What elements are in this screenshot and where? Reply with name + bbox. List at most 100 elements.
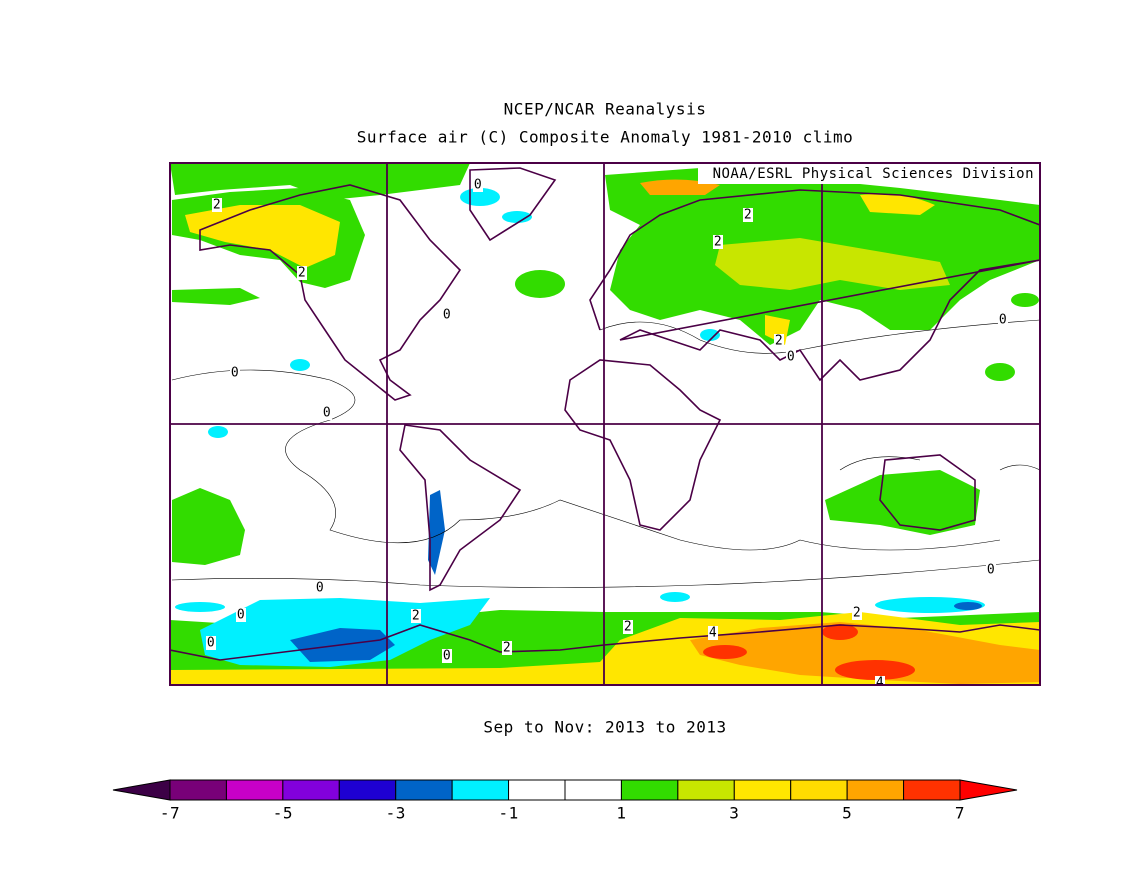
anomaly-area [175, 602, 225, 612]
contour-label: 2 [853, 606, 861, 621]
anomaly-area [660, 592, 690, 602]
coastline [589, 189, 1040, 382]
contour-label: 2 [714, 235, 722, 250]
title: NCEP/NCAR Reanalysis [504, 100, 707, 119]
colorbar-tick-label: -7 [160, 804, 180, 823]
contour-label: 0 [237, 608, 245, 623]
contour-label: 0 [316, 581, 324, 596]
contour-label-bg [236, 608, 246, 622]
coastline [199, 184, 462, 401]
contour-label: 0 [207, 636, 215, 651]
anomaly-area [515, 270, 565, 298]
anomaly-area [703, 645, 747, 659]
contour-label: 2 [213, 198, 221, 213]
subtitle: Surface air (C) Composite Anomaly 1981-2… [357, 128, 854, 147]
anomaly-area [875, 597, 985, 613]
contour-label-bg [708, 626, 718, 640]
anomaly-area [170, 163, 470, 200]
colorbar-box [338, 779, 397, 801]
contour-label-bg [230, 366, 240, 380]
contour-label-bg [623, 620, 633, 634]
contour-label-bg [875, 676, 885, 685]
colorbar-box [282, 779, 340, 801]
anomaly-area [860, 193, 935, 215]
contour-label: 4 [709, 626, 717, 641]
contour-label-bg [998, 313, 1008, 327]
coastline [564, 359, 722, 531]
contour-label-bg [774, 334, 784, 348]
contour-label: 0 [787, 350, 795, 365]
contour-label-bg [473, 178, 483, 192]
contour-label: 2 [775, 334, 783, 349]
colorbar-box [564, 779, 622, 801]
contour-label: 0 [474, 178, 482, 193]
colorbar-tick-label: 5 [842, 804, 852, 823]
anomaly-area [700, 329, 720, 341]
contour-label-bg [206, 636, 216, 650]
anomaly-area [1011, 293, 1039, 307]
coastline [399, 424, 522, 592]
contour-label-bg [852, 606, 862, 620]
colorbar-tick-label: 7 [955, 804, 965, 823]
colorbar-tick-label: -5 [273, 804, 293, 823]
credit: NOAA/ESRL Physical Sciences Division [713, 166, 1034, 182]
contour-label: 0 [323, 406, 331, 421]
map-grid [170, 163, 1040, 685]
anomaly-area [825, 470, 980, 535]
anomaly-area [502, 211, 532, 223]
contour-label: 4 [876, 676, 884, 691]
colorbar-box [169, 779, 227, 801]
colorbar-tick-label: -3 [386, 804, 406, 823]
coastline [879, 454, 976, 531]
colorbar-box [733, 779, 792, 801]
contour-label-bg [786, 350, 796, 364]
anomaly-area [822, 624, 858, 640]
contour-label: 2 [412, 609, 420, 624]
contour-label-bg [411, 609, 421, 623]
contour-label-bg [986, 563, 996, 577]
contour-label-bg [297, 266, 307, 280]
contour-label-bg [315, 581, 325, 595]
contour-label: 0 [443, 308, 451, 323]
contour-label: 2 [298, 266, 306, 281]
contour [171, 559, 1040, 588]
colorbar-box [451, 779, 510, 801]
colorbar-box [790, 779, 848, 801]
contour-label: 0 [987, 563, 995, 578]
colorbar-box [395, 779, 453, 801]
colorbar-tick-label: 1 [616, 804, 626, 823]
map-frame [169, 162, 1041, 686]
anomaly-area [208, 426, 228, 438]
colorbar: -7 -5 -3 -1 1 3 5 7 [112, 779, 1018, 823]
colorbar-extend-low [112, 779, 171, 801]
anomaly-area [428, 490, 445, 575]
contour-label-bg [442, 308, 452, 322]
anomaly-area [835, 660, 915, 680]
contour-label: 2 [744, 208, 752, 223]
colorbar-extend-high [959, 779, 1018, 801]
anomaly-area [172, 288, 260, 305]
anomaly-area [172, 488, 245, 565]
anomaly-area [290, 359, 310, 371]
contour [171, 369, 1001, 551]
contour-label: 0 [231, 366, 239, 381]
map-layers: NOAA/ESRL Physical Sciences Division 220… [170, 163, 1040, 691]
contour-label-bg [502, 641, 512, 655]
colorbar-box [508, 779, 566, 801]
colorbar-tick-label: -1 [498, 804, 518, 823]
credit-box [698, 164, 1038, 184]
contour-label: 0 [999, 313, 1007, 328]
contour-label: 0 [443, 649, 451, 664]
contour-label-bg [442, 649, 452, 663]
colorbar-box [846, 779, 905, 801]
contour-label-bg [322, 406, 332, 420]
contour-label-bg [212, 198, 222, 212]
contour-label: 2 [624, 620, 632, 635]
anomaly-area [715, 238, 950, 290]
colorbar-tick-label: 3 [729, 804, 739, 823]
contour-label-bg [713, 235, 723, 249]
colorbar-box [225, 779, 284, 801]
colorbar-box [620, 779, 679, 801]
